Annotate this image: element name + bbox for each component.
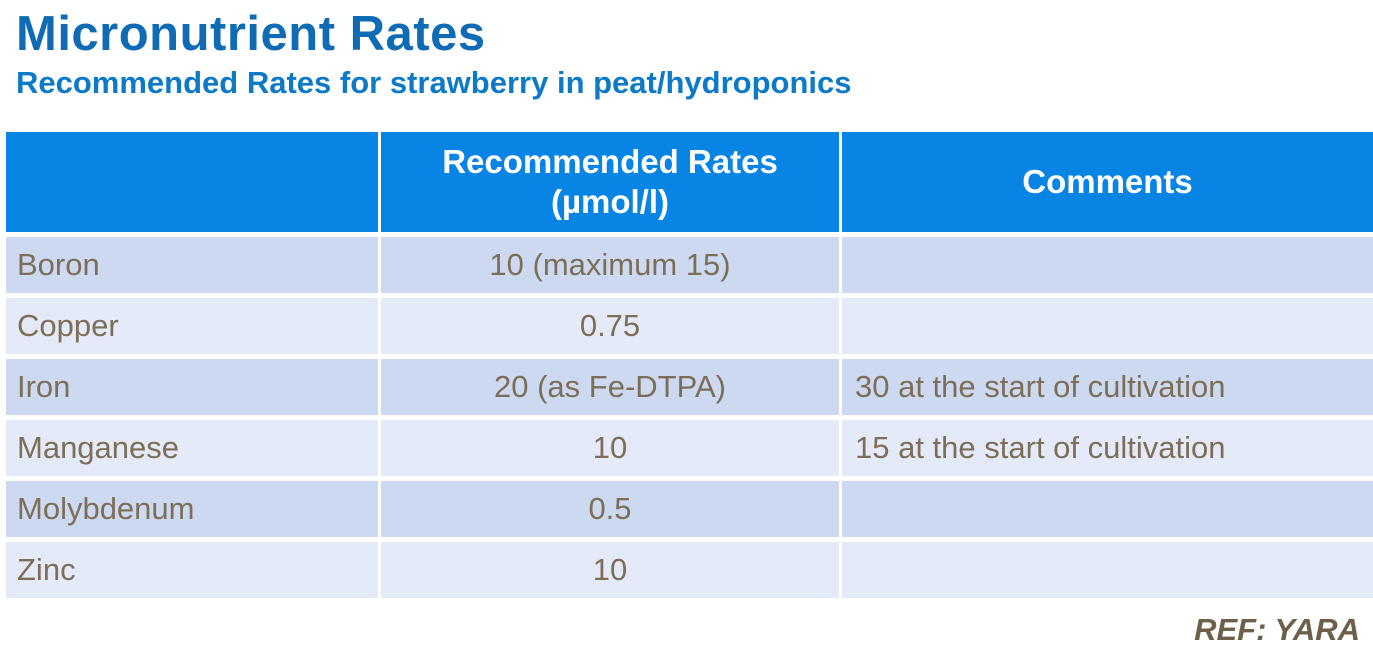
row-rate-value: 20 (as Fe-DTPA) [381,359,839,415]
row-element-name: Molybdenum [6,481,378,537]
row-element-name: Copper [6,298,378,354]
row-rate-value: 10 [381,420,839,476]
row-rate-value: 0.75 [381,298,839,354]
header-cell-element [6,132,378,232]
slide-heading: Micronutrient Rates Recommended Rates fo… [16,7,852,100]
row-element-name: Boron [6,237,378,293]
row-comment: 15 at the start of cultivation [842,420,1373,476]
page-subtitle: Recommended Rates for strawberry in peat… [16,64,852,100]
row-rate-value: 10 [381,542,839,598]
row-comment [842,298,1373,354]
row-comment [842,481,1373,537]
row-element-name: Manganese [6,420,378,476]
header-cell-recommended-rates: Recommended Rates (µmol/l) [381,132,839,232]
row-element-name: Iron [6,359,378,415]
header-recommended-rates-text: Recommended Rates (µmol/l) [442,142,778,221]
header-rates-line2: (µmol/l) [550,183,669,220]
header-cell-comments: Comments [842,132,1373,232]
row-element-name: Zinc [6,542,378,598]
page-title: Micronutrient Rates [16,7,486,61]
row-comment: 30 at the start of cultivation [842,359,1373,415]
micronutrient-rates-table: Recommended Rates (µmol/l) Comments Boro… [6,132,1373,598]
header-rates-line1: Recommended Rates [442,143,778,181]
row-rate-value: 0.5 [381,481,839,537]
row-comment [842,237,1373,293]
reference-credit: REF: YARA [1194,612,1360,647]
row-rate-value: 10 (maximum 15) [381,237,839,293]
row-comment [842,542,1373,598]
